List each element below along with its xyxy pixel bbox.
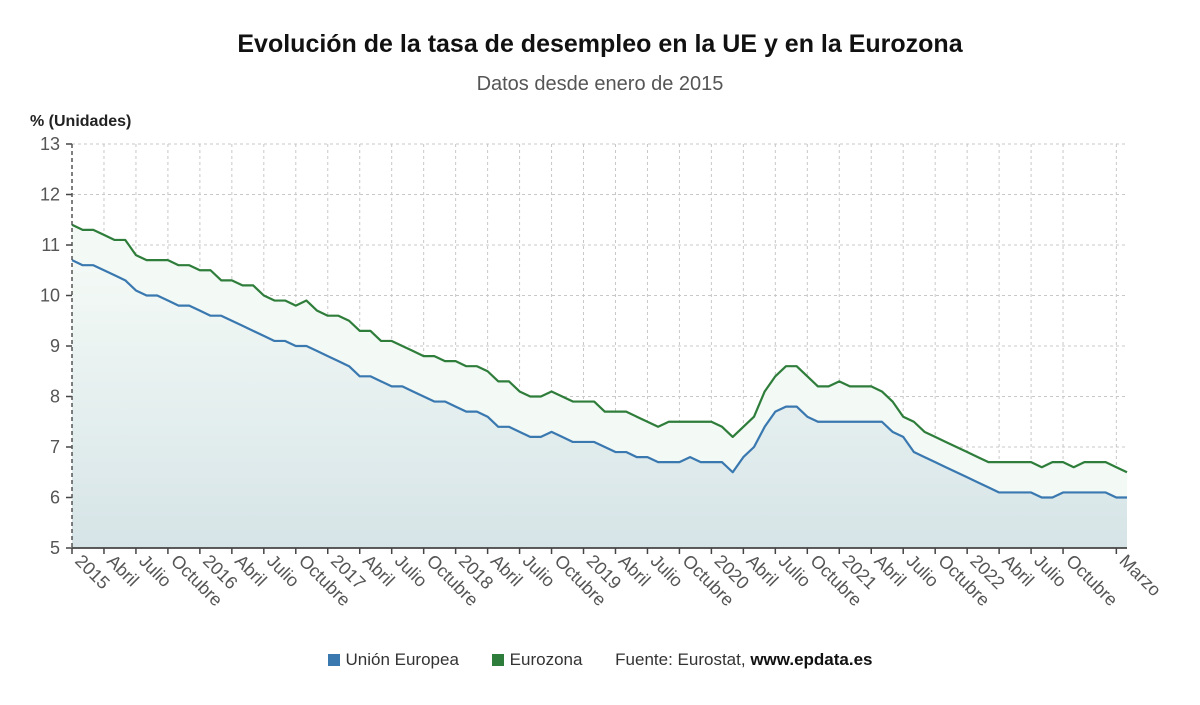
x-tick-label: Marzo: [1116, 551, 1166, 601]
y-tick-label: 12: [40, 185, 60, 205]
series-lines: [71, 223, 1128, 499]
legend-label-ue: Unión Europea: [345, 649, 459, 669]
legend-label-eurozona: Eurozona: [509, 649, 583, 669]
y-tick-label: 5: [50, 538, 60, 558]
source-link[interactable]: www.epdata.es: [750, 649, 873, 669]
y-tick-label: 6: [50, 488, 60, 508]
x-tick-labels: 2015AbrilJulioOctubre2016AbrilJulioOctub…: [71, 551, 1165, 610]
x-tick-label: Abril: [615, 551, 655, 591]
x-tick-label: Abril: [103, 551, 143, 591]
area-union-europea: [72, 260, 1127, 548]
y-tick-labels: 5 6 7 8 9 10 11 12 13: [40, 134, 60, 558]
x-tick-label: 2015: [71, 551, 113, 593]
legend-swatch-ue: [327, 654, 340, 667]
series-line-union-europea: [71, 259, 1127, 499]
x-tick-label: Julio: [391, 551, 431, 591]
series-areas: [72, 224, 1127, 549]
x-tick-label: Abril: [231, 551, 271, 591]
x-tick-label: Julio: [775, 551, 815, 591]
x-tick-label: Abril: [359, 551, 399, 591]
x-tick-label: Abril: [870, 551, 910, 591]
x-tick-label: Julio: [1030, 551, 1070, 591]
y-tick-label: 10: [40, 286, 60, 306]
legend-item-ue: Unión Europea: [327, 649, 459, 670]
x-tick-label: Abril: [743, 551, 783, 591]
x-tick-label: Abril: [998, 551, 1038, 591]
series-line-eurozona: [71, 223, 1128, 474]
x-tick-label: Julio: [902, 551, 942, 591]
y-tick-label: 13: [40, 134, 60, 154]
source-prefix: Fuente: Eurostat,: [615, 649, 746, 669]
x-tick-label: Abril: [487, 551, 527, 591]
legend: Unión Europea Eurozona Fuente: Eurostat,…: [0, 649, 1200, 670]
line-chart: 5 6 7 8 9 10 11 12 13 2015AbrilJulioOctubre2016A…: [40, 134, 1165, 610]
axes: [66, 143, 1127, 554]
y-tick-label: 8: [50, 387, 60, 407]
chart-title: Evolución de la tasa de desempleo en la …: [237, 30, 963, 58]
source-note: Fuente: Eurostat, www.epdata.es: [615, 650, 872, 670]
x-tick-label: Octubre: [1062, 551, 1121, 610]
y-tick-label: 11: [41, 235, 60, 255]
x-tick-label: Julio: [135, 551, 175, 591]
x-tick-label: Julio: [647, 551, 687, 591]
y-tick-label: 9: [50, 336, 60, 356]
chart-subtitle: Datos desde enero de 2015: [476, 73, 724, 95]
y-tick-label: 7: [50, 437, 60, 457]
x-tick-label: Julio: [519, 551, 559, 591]
legend-swatch-eurozona: [491, 654, 504, 667]
legend-item-eurozona: Eurozona: [491, 649, 583, 670]
y-axis-label: % (Unidades): [30, 113, 132, 130]
x-tick-label: Julio: [263, 551, 303, 591]
